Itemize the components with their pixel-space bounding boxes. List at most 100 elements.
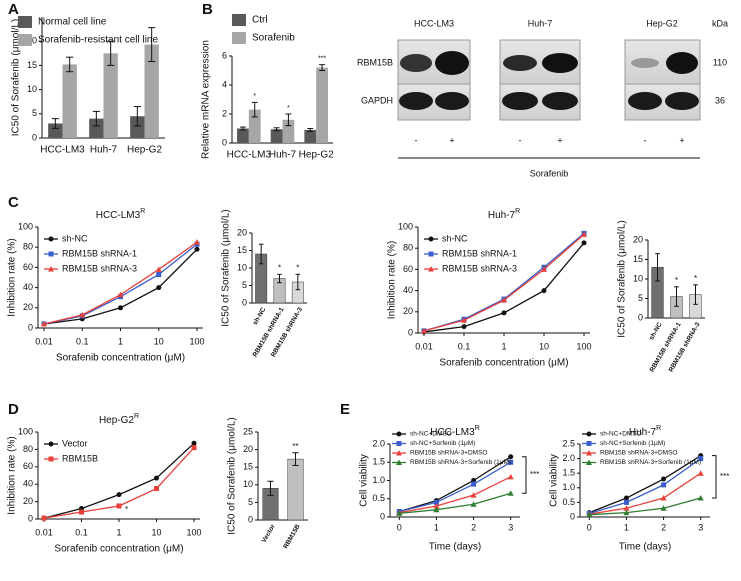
title-text: Huh-7: [488, 210, 516, 221]
x-tick-label: 3: [508, 522, 513, 532]
x-tick-label: 10: [154, 336, 164, 346]
y-axis-label: Relative mRNA expression: [201, 40, 212, 159]
y-tick-label: 40: [23, 479, 33, 489]
legend-label: sh-NC+DMSO: [410, 431, 452, 438]
x-tick-label: HCC-LM3: [40, 145, 85, 156]
y-tick-label: 1.0: [372, 475, 385, 485]
marker: [461, 317, 467, 323]
protein-label: GAPDH: [361, 95, 393, 105]
series-line: [43, 248, 198, 325]
marker: [471, 481, 477, 487]
blot-header: Huh-7: [528, 18, 553, 28]
blot-header: Hep-G2: [646, 18, 678, 28]
western-blot: HCC-LM3 Huh-7 Hep-G2 kDa RBM15B GAPDH 11…: [357, 18, 728, 178]
marker: [48, 236, 54, 242]
y-tick-label: 15: [243, 462, 253, 472]
x-tick-label: 10: [151, 527, 161, 537]
chart-title: HCC-LM3R: [96, 208, 146, 221]
marker: [48, 441, 54, 447]
x-tick-label: 0.1: [75, 527, 88, 537]
kda-value: 110: [713, 57, 727, 67]
x-tick-label: 100: [576, 341, 591, 351]
y-tick-label: 100: [398, 221, 413, 231]
marker: [396, 450, 402, 456]
x-tick-label: 100: [186, 527, 201, 537]
marker: [156, 271, 162, 277]
band: [666, 52, 698, 74]
legend-label: RBM15B shRNA-1: [62, 248, 137, 258]
significance: *: [253, 93, 256, 100]
lane-label: -: [415, 135, 418, 145]
marker: [396, 510, 403, 516]
marker: [698, 456, 704, 462]
series-line: [589, 472, 702, 515]
marker: [541, 266, 547, 272]
chart-title: HCC-LM3R: [430, 425, 480, 438]
y-axis-label: IC50 of Sorafenib (μmol/L): [227, 417, 238, 534]
y-tick-label: 0.5: [372, 493, 385, 503]
legend-label: RBM15B shRNA-3: [442, 263, 517, 273]
legend-swatch: [232, 14, 246, 26]
y-tick-label: 2: [222, 108, 227, 118]
marker: [428, 236, 434, 242]
significance: *: [287, 105, 290, 112]
marker: [191, 445, 197, 451]
x-tick-label: 10: [539, 341, 549, 351]
y-tick-label: 0: [638, 312, 643, 322]
legend-label: sh-NC+DMSO: [600, 431, 642, 438]
marker: [433, 499, 439, 505]
legend-label: Sorafenib-resistant cell line: [38, 35, 158, 46]
kda-value: 36: [715, 95, 725, 105]
marker: [470, 492, 477, 498]
x-tick-label: 1: [434, 522, 439, 532]
marker: [623, 499, 629, 505]
protein-label: RBM15B: [357, 57, 393, 67]
y-tick-label: 20: [243, 444, 253, 454]
marker: [194, 246, 200, 252]
legend-swatch: [232, 32, 246, 44]
y-tick-label: 25: [243, 426, 253, 436]
band: [502, 92, 538, 110]
band: [399, 92, 433, 110]
marker: [697, 470, 704, 476]
marker: [661, 482, 667, 488]
x-tick-label: 2: [661, 522, 666, 532]
title-text: HCC-LM3: [96, 210, 141, 221]
panel-label: A: [8, 1, 19, 18]
series-line: [399, 492, 511, 514]
band: [628, 92, 662, 110]
marker: [194, 239, 200, 245]
x-tick-label: 3: [698, 522, 703, 532]
legend-label: RBM15B shRNA-3+DMSO: [410, 450, 487, 457]
marker: [433, 506, 440, 513]
y-tick-label: 2.0: [562, 453, 575, 463]
y-tick-label: 80: [23, 444, 33, 454]
y-tick-label: 15: [633, 254, 643, 264]
y-tick-label: 15: [27, 60, 37, 70]
marker: [421, 327, 427, 334]
marker: [501, 310, 507, 316]
y-axis-label: Cell viability: [359, 454, 370, 507]
x-tick-label: 0.01: [35, 336, 53, 346]
bar: [130, 116, 145, 138]
marker: [116, 492, 122, 498]
bar: [287, 458, 304, 521]
panel-label: D: [8, 401, 19, 418]
chart-title: Hep-G2R: [99, 413, 139, 426]
marker: [541, 288, 547, 294]
x-tick-label: sh-NC: [648, 321, 664, 341]
marker: [581, 240, 587, 246]
x-tick-label: Huh-7: [90, 145, 118, 156]
x-tick-label: Hep-G2: [299, 150, 334, 161]
bar: [237, 128, 249, 143]
bracket: [712, 455, 717, 499]
x-tick-label: RBM15B: [282, 523, 302, 550]
y-tick-label: 0: [28, 322, 33, 332]
marker: [428, 251, 434, 257]
y-tick-label: 100: [18, 221, 33, 231]
marker: [461, 324, 467, 330]
x-tick-label: sh-NC: [252, 306, 268, 326]
x-tick-label: 0: [397, 522, 402, 532]
title-sup: R: [140, 208, 145, 215]
series-line: [399, 476, 512, 514]
